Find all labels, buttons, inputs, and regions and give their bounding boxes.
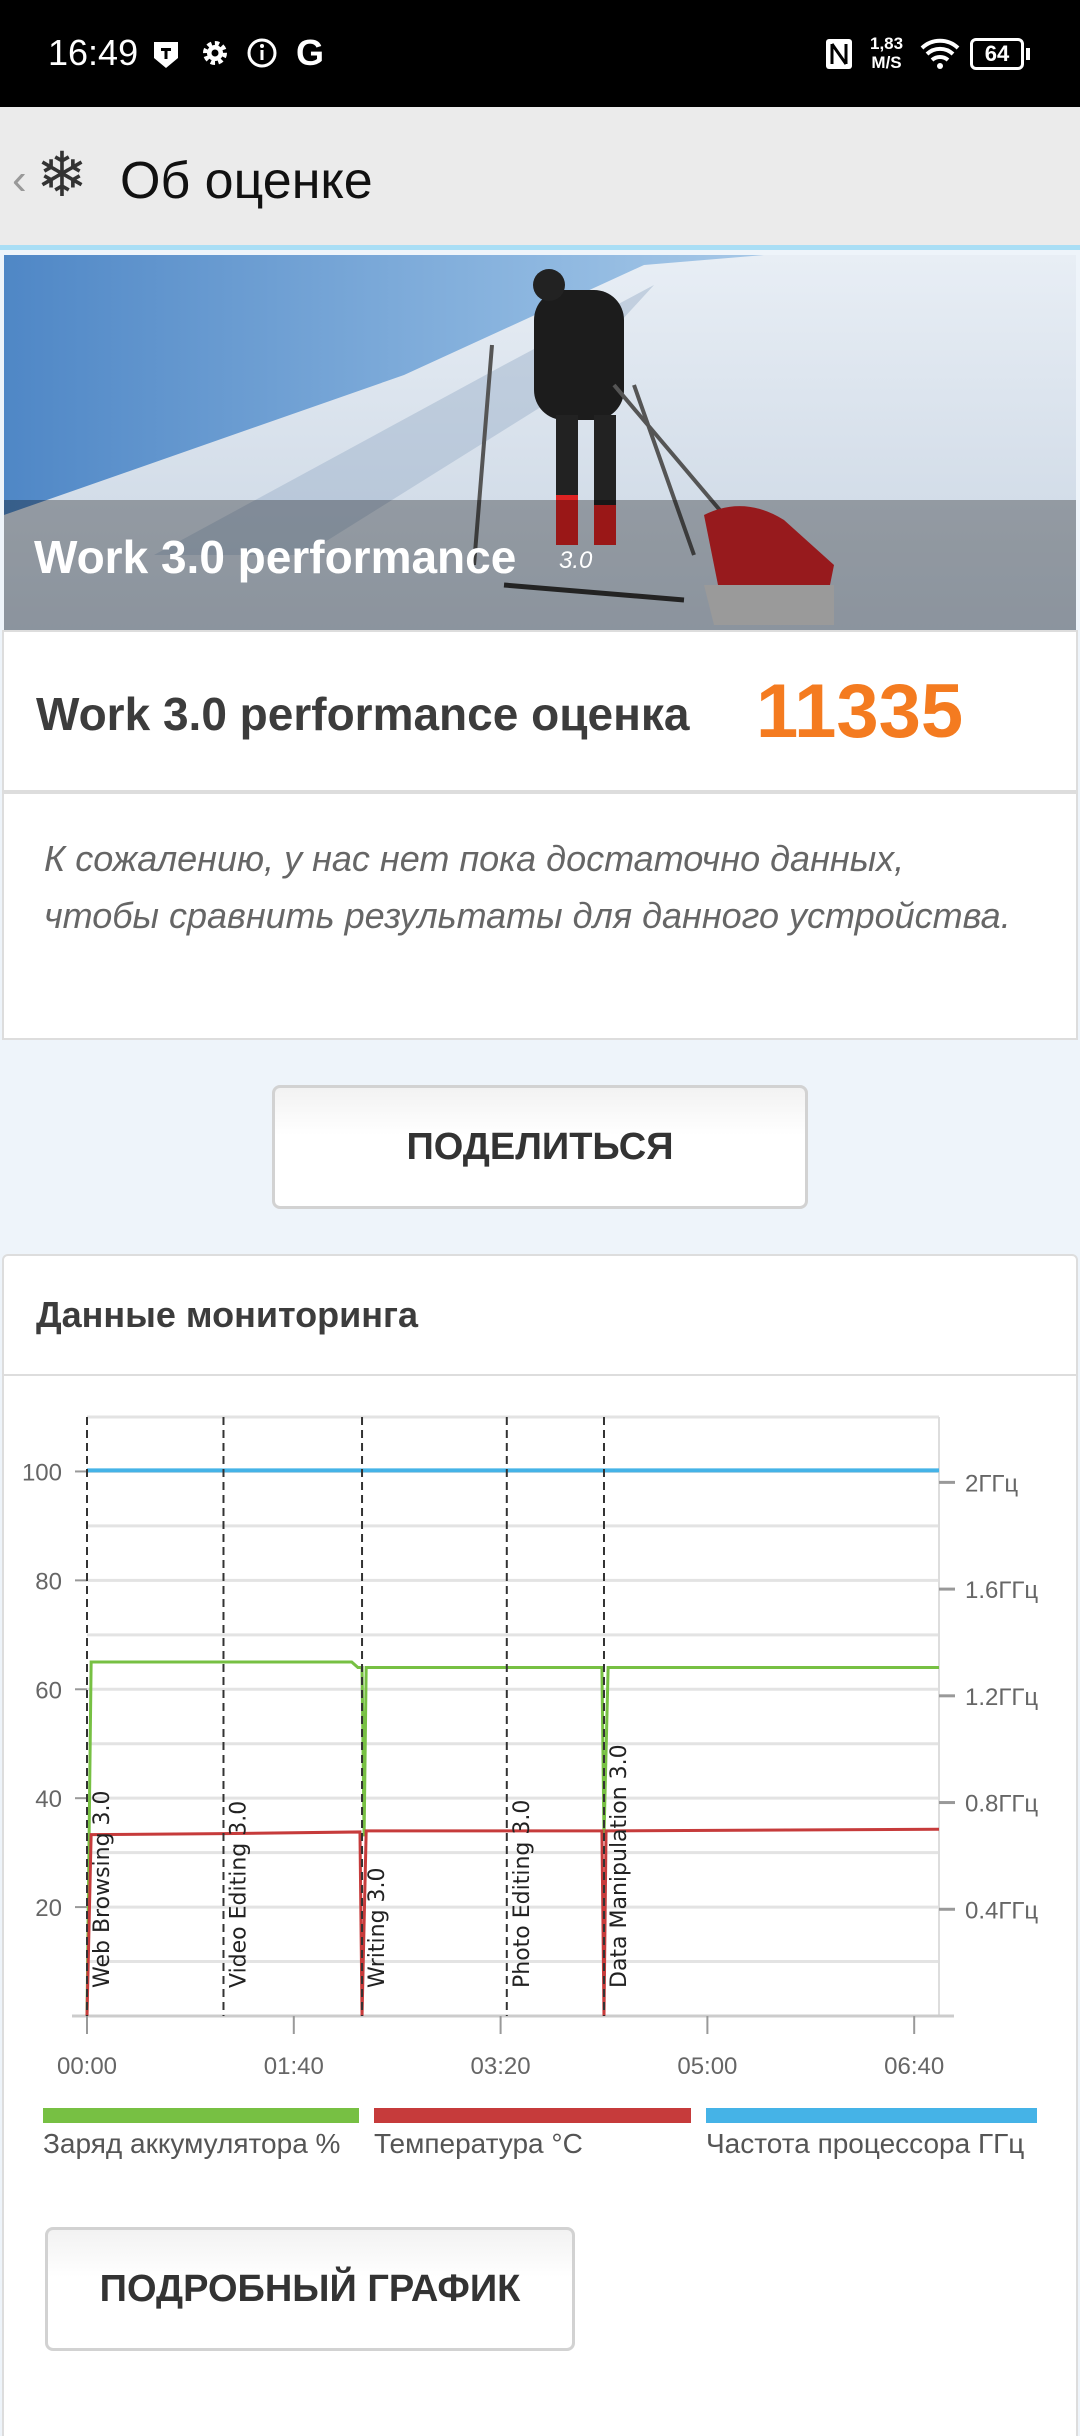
status-bar: 16:49 G 1,83 M/S 64 xyxy=(0,0,1080,107)
y-right-tick-label: 1.6ГГц xyxy=(965,1577,1038,1604)
hero-title: Work 3.0 performance xyxy=(34,531,517,583)
marker-label: Web Browsing 3.0 xyxy=(90,1790,115,1988)
y-tick-label: 60 xyxy=(35,1677,62,1704)
y-tick-label: 100 xyxy=(22,1459,62,1486)
page-title: Об оценке xyxy=(120,152,373,210)
y-tick-label: 20 xyxy=(35,1895,62,1922)
nfc-icon xyxy=(826,39,852,69)
marker-label: Writing 3.0 xyxy=(365,1867,390,1988)
app-header: ‹ ❄ Об оценке xyxy=(0,107,1080,250)
t-shield-icon xyxy=(154,42,178,68)
x-tick-label: 06:40 xyxy=(884,2053,944,2080)
legend-label-temperature: Температура °C xyxy=(374,2128,583,2159)
series-line xyxy=(85,1660,939,2017)
battery-level: 64 xyxy=(984,41,1010,66)
hero-banner: Work 3.0 performance 3.0 xyxy=(4,255,1076,630)
hero-version: 3.0 xyxy=(559,547,593,574)
y-right-tick-label: 2ГГц xyxy=(965,1470,1018,1497)
info-icon xyxy=(247,38,277,68)
marker-label: Video Editing 3.0 xyxy=(226,1801,251,1988)
gear-icon xyxy=(203,41,227,65)
score-card: Work 3.0 performance оценка 11335 xyxy=(2,630,1078,792)
y-right-tick-label: 0.8ГГц xyxy=(965,1791,1038,1818)
net-speed-value: 1,83 xyxy=(870,34,904,53)
google-icon: G xyxy=(296,32,325,73)
score-value: 11335 xyxy=(756,669,964,754)
share-button[interactable]: ПОДЕЛИТЬСЯ xyxy=(272,1085,808,1209)
y-right-tick-label: 1.2ГГц xyxy=(965,1684,1038,1711)
net-speed-unit: M/S xyxy=(871,53,902,72)
legend-label-battery: Заряд аккумулятора % xyxy=(43,2128,341,2159)
x-tick-label: 01:40 xyxy=(264,2053,324,2080)
series-line xyxy=(85,1827,940,2017)
x-tick-label: 03:20 xyxy=(471,2053,531,2080)
marker-label: Photo Editing 3.0 xyxy=(510,1800,535,1988)
monitoring-chart: 20 40 60 80 100 0.4ГГц 0.8ГГц 1.2ГГц 1.6ГГц 2ГГц 0… xyxy=(22,1415,1038,2080)
score-label: Work 3.0 performance оценка xyxy=(36,688,690,740)
x-tick-label: 05:00 xyxy=(677,2053,737,2080)
monitoring-title: Данные мониторинга xyxy=(36,1294,418,1335)
y-right-tick-label: 0.4ГГц xyxy=(965,1897,1038,1924)
back-chevron-icon[interactable]: ‹ xyxy=(12,155,27,204)
skier-image xyxy=(4,255,1076,630)
battery-icon: 64 xyxy=(970,38,1024,70)
x-tick-label: 00:00 xyxy=(57,2053,117,2080)
wifi-icon xyxy=(920,38,960,69)
y-tick-label: 80 xyxy=(35,1568,62,1595)
legend-label-cpu: Частота процессора ГГц xyxy=(706,2128,1025,2159)
notice-text: К сожалению, у нас нет пока достаточно д… xyxy=(44,838,1011,936)
skier-figure xyxy=(472,269,834,625)
legend-swatch-temperature xyxy=(374,2108,691,2123)
snowflake-icon[interactable]: ❄ xyxy=(36,141,88,210)
legend-swatch-battery xyxy=(43,2108,359,2123)
marker-label: Data Manipulation 3.0 xyxy=(607,1744,632,1988)
clock: 16:49 xyxy=(48,32,139,73)
detail-chart-button[interactable]: ПОДРОБНЫЙ ГРАФИК xyxy=(45,2227,575,2351)
y-tick-label: 40 xyxy=(35,1786,62,1813)
divider xyxy=(4,1374,1076,1376)
legend-swatch-cpu xyxy=(706,2108,1037,2123)
notice-card: К сожалению, у нас нет пока достаточно д… xyxy=(2,792,1078,1040)
